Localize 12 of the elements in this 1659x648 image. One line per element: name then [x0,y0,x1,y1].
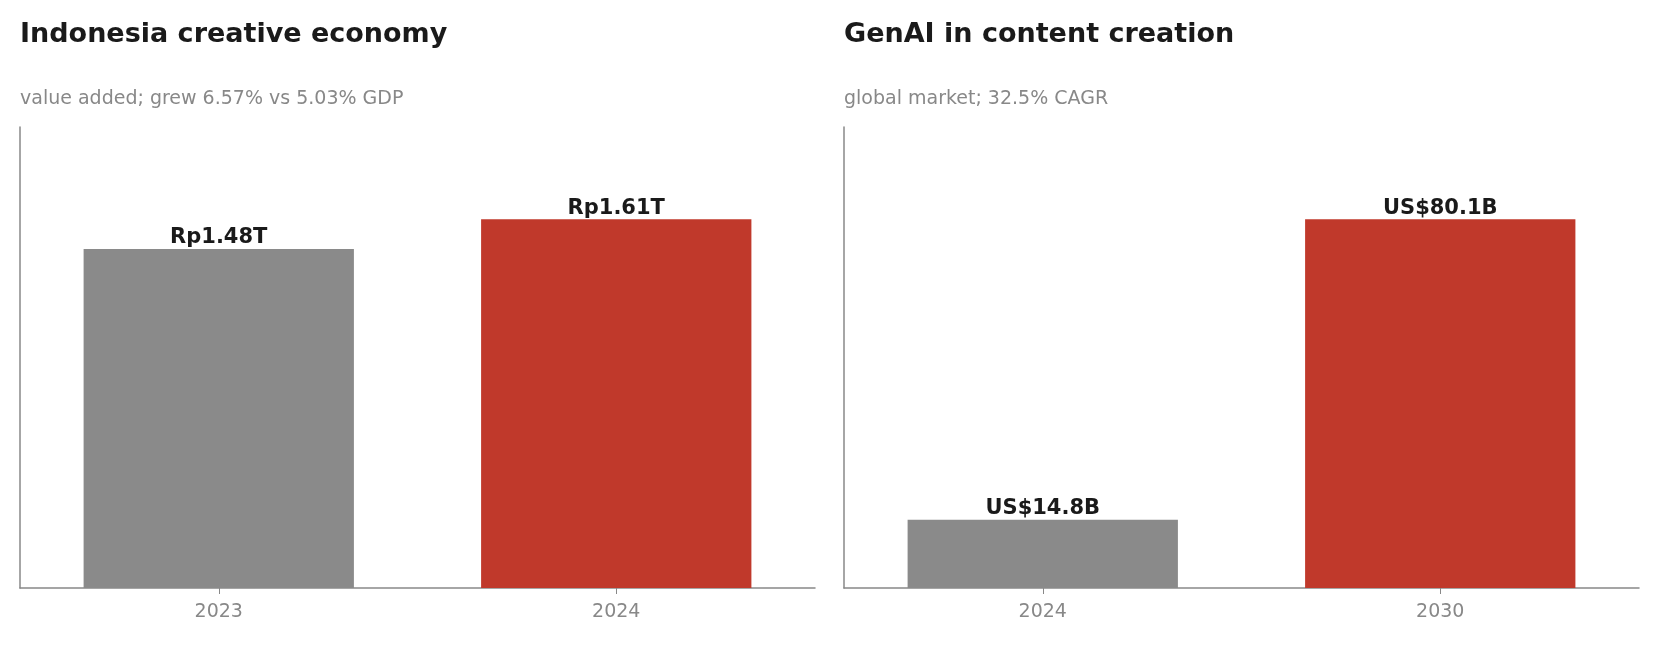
chart-title: Indonesia creative economy [20,17,448,48]
x-tick-label: 2024 [1018,598,1067,621]
chart-subtitle: global market; 32.5% CAGR [844,85,1109,108]
x-tick-label: 2023 [194,598,243,621]
chart-subtitle: value added; grew 6.57% vs 5.03% GDP [20,85,404,108]
data-label: US$14.8B [985,495,1101,520]
data-label: Rp1.61T [567,194,666,219]
chart-title: GenAI in content creation [844,17,1235,48]
data-label: Rp1.48T [170,224,269,249]
x-tick-label: 2024 [592,598,641,621]
data-label: US$80.1B [1382,194,1498,219]
x-tick-label: 2030 [1416,598,1465,621]
